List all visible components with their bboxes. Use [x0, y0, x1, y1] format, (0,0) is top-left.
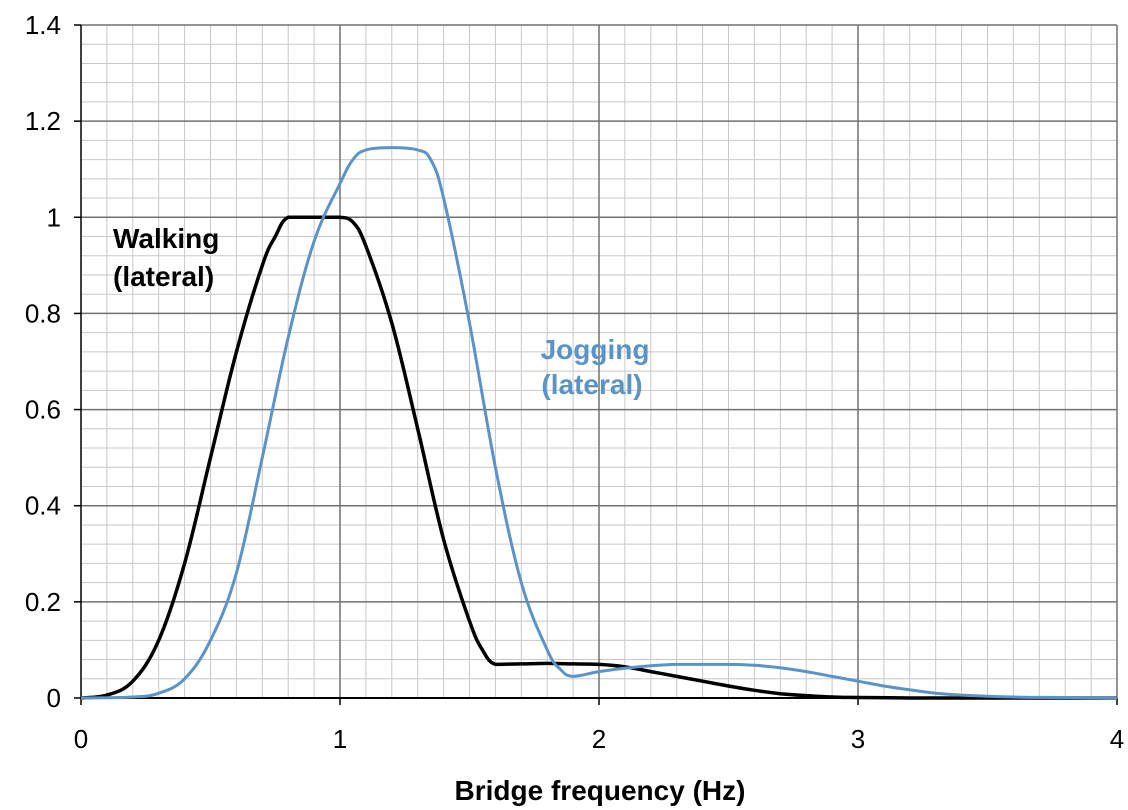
walking-series-line	[80, 215, 1117, 700]
major-gridlines	[81, 24, 1118, 698]
data-series	[80, 146, 1118, 700]
jogging-label: Jogging	[541, 334, 650, 365]
walking-label: Walking	[113, 223, 219, 254]
y-tick-label: 0.4	[25, 491, 61, 521]
x-tick-label: 4	[1110, 724, 1124, 754]
x-axis-label: Bridge frequency (Hz)	[455, 775, 746, 806]
tick-labels: 0 1 2 3 4 0 0.2 0.4 0.6 0.8 1 1.2 1.4	[25, 10, 1124, 754]
y-tick-label: 0.2	[25, 587, 61, 617]
chart-axes	[74, 24, 1118, 705]
y-tick-label: 1	[47, 202, 61, 232]
y-tick-label: 0	[47, 683, 61, 713]
x-tick-label: 3	[851, 724, 865, 754]
y-tick-label: 0.6	[25, 395, 61, 425]
walking-label-sub: (lateral)	[113, 261, 214, 292]
y-tick-label: 1.2	[25, 106, 61, 136]
x-tick-label: 1	[333, 724, 347, 754]
x-tick-label: 2	[592, 724, 606, 754]
minor-gridlines	[81, 25, 1117, 698]
x-tick-label: 0	[74, 724, 88, 754]
y-tick-label: 0.8	[25, 298, 61, 328]
annotations: Walking (lateral) Jogging (lateral)	[113, 223, 649, 400]
jogging-series-line	[80, 146, 1118, 700]
jogging-label-sub: (lateral)	[541, 369, 642, 400]
y-tick-label: 1.4	[25, 10, 61, 40]
